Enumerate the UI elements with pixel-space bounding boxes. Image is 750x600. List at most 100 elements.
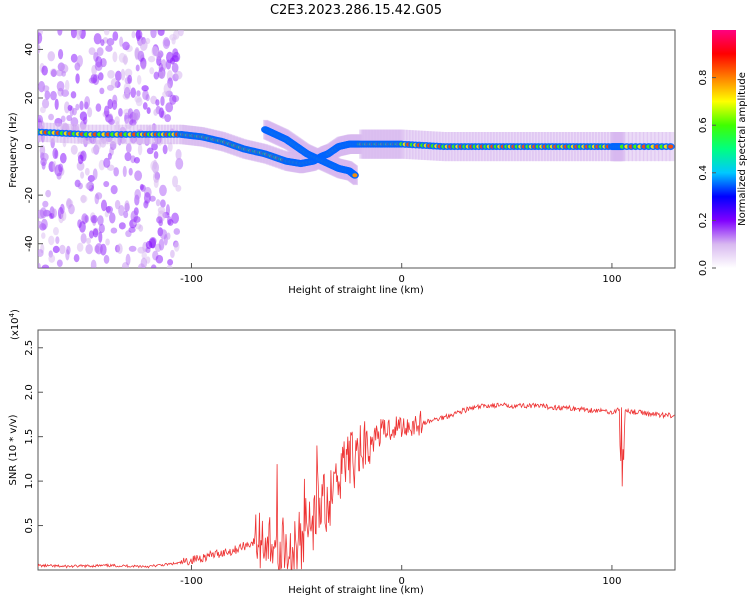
heatmap-speckle	[162, 144, 168, 155]
snr-x-axis-label: Height of straight line (km)	[288, 585, 424, 596]
heatmap-speckle	[166, 232, 171, 240]
colorbar-tick-label: 0.2	[698, 212, 709, 228]
heatmap-speckle	[76, 55, 83, 68]
heatmap-speckle	[149, 195, 156, 202]
heatmap-speckle	[147, 55, 156, 63]
svg-text:(x104): (x104)	[8, 309, 21, 340]
snr-y-tick-label: 2.0	[24, 384, 35, 400]
heatmap-speckle	[157, 30, 165, 36]
heatmap-speckle	[42, 200, 49, 208]
heatmap-speckle	[85, 182, 92, 190]
heatmap-x-tick-label: -100	[180, 274, 203, 285]
heatmap-speckle	[150, 264, 157, 268]
heatmap-speckle	[103, 157, 111, 168]
heatmap-speckle	[55, 69, 64, 77]
heatmap-speckle	[76, 242, 84, 252]
heatmap-speckle	[134, 170, 143, 181]
heatmap-speckle	[83, 116, 88, 125]
heatmap-speckle	[40, 152, 49, 162]
heatmap-speckle	[143, 192, 151, 204]
heatmap-speckle	[67, 104, 73, 112]
heatmap-speckle	[133, 157, 140, 164]
heatmap-speckle	[90, 214, 98, 224]
heatmap-speckle	[57, 30, 63, 36]
heatmap-speckle	[119, 36, 124, 47]
heatmap-speckle	[123, 82, 131, 94]
heatmap-speckle	[59, 244, 66, 255]
heatmap-speckle	[42, 85, 50, 92]
heatmap-speckle	[92, 168, 98, 180]
heatmap-speckle	[160, 96, 165, 107]
snr-y-scale-label: (x104)	[8, 309, 21, 340]
heatmap-speckle	[155, 254, 164, 264]
heatmap-speckle	[103, 105, 110, 118]
heatmap-speckle	[109, 212, 116, 224]
heatmap-speckle	[116, 243, 123, 255]
heatmap-speckle	[140, 61, 147, 70]
heatmap-speckle	[135, 64, 140, 72]
heatmap-speckle	[98, 231, 103, 243]
heatmap-speckle	[105, 238, 110, 246]
heatmap-speckle	[112, 51, 118, 63]
heatmap-speckle	[75, 103, 80, 111]
heatmap-speckle	[64, 79, 70, 92]
heatmap-speckle	[170, 249, 175, 259]
heatmap-speckle	[105, 206, 111, 213]
heatmap-speckle	[38, 249, 44, 257]
heatmap-speckle	[163, 83, 172, 95]
snr-y-tick-label: 0.5	[24, 518, 35, 534]
heatmap-speckle	[54, 98, 59, 110]
heatmap-x-tick-label: 0	[399, 274, 405, 285]
heatmap-speckle	[175, 157, 184, 170]
heatmap-speckle	[124, 200, 130, 211]
heatmap-speckle	[134, 95, 142, 103]
heatmap-panel: -100 0 100 40 20 0 -20 -40 Height of straight …	[8, 29, 676, 296]
heatmap-speckle	[56, 81, 65, 92]
heatmap-y-tick-label: 0	[24, 143, 35, 149]
heatmap-speckle	[164, 114, 172, 123]
heatmap-speckle	[151, 142, 158, 151]
snr-x-tick-label: 100	[602, 576, 621, 587]
snr-y-scale-exponent: 4	[8, 312, 16, 317]
heatmap-speckle	[105, 45, 113, 52]
heatmap-speckle	[66, 198, 72, 210]
heatmap-ridge-core	[668, 144, 674, 149]
snr-y-tick-label: 1.5	[24, 429, 35, 445]
heatmap-speckle	[90, 259, 97, 268]
heatmap-speckle	[70, 53, 78, 63]
heatmap-speckle	[153, 109, 158, 116]
heatmap-y-ticks: 40 20 0 -20 -40	[24, 43, 43, 252]
heatmap-speckle	[103, 254, 110, 264]
heatmap-speckle	[136, 74, 142, 85]
heatmap-speckle	[140, 257, 148, 268]
heatmap-speckle	[41, 98, 50, 109]
heatmap-speckle	[167, 142, 173, 152]
heatmap-speckle	[48, 113, 54, 121]
heatmap-speckle	[172, 175, 179, 188]
colorbar-gradient	[712, 30, 736, 268]
heatmap-speckle	[41, 65, 48, 76]
heatmap-speckle	[118, 222, 126, 230]
heatmap-y-tick-label: 20	[24, 92, 35, 105]
heatmap-speckle	[39, 207, 47, 219]
heatmap-speckle	[130, 87, 137, 98]
heatmap-speckle	[41, 161, 46, 170]
heatmap-speckle	[146, 147, 154, 155]
heatmap-speckle	[175, 184, 182, 192]
heatmap-speckle	[149, 67, 155, 75]
heatmap-speckle	[171, 62, 179, 73]
heatmap-speckle	[169, 33, 177, 41]
heatmap-speckle	[80, 171, 85, 179]
snr-y-ticks: 0.5 1.0 1.5 2.0 2.5	[24, 340, 43, 534]
heatmap-speckle	[87, 107, 93, 118]
heatmap-speckle	[174, 70, 183, 80]
heatmap-speckle	[124, 152, 132, 162]
heatmap-speckle	[66, 114, 73, 122]
heatmap-speckle	[106, 38, 115, 46]
heatmap-speckle	[175, 149, 182, 161]
heatmap-x-axis-label: Height of straight line (km)	[288, 285, 424, 296]
heatmap-speckle	[139, 39, 148, 51]
heatmap-speckle	[152, 171, 160, 183]
heatmap-speckle	[114, 199, 121, 210]
